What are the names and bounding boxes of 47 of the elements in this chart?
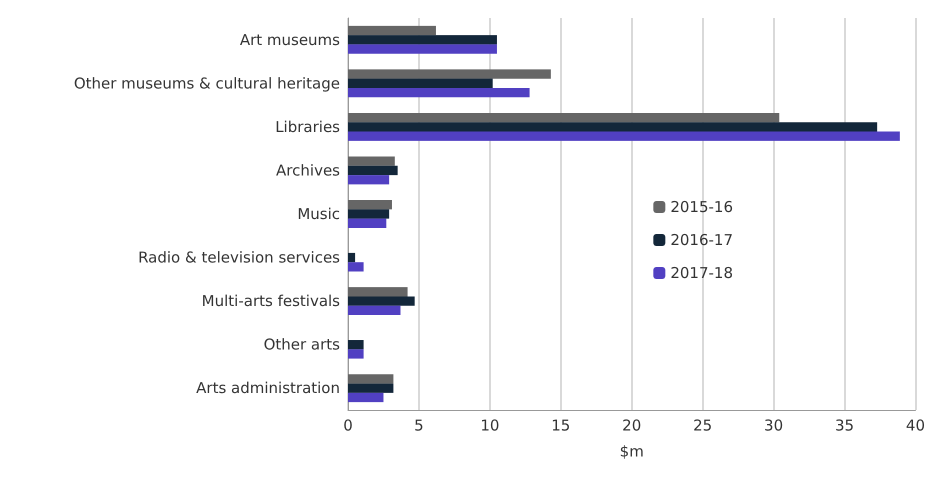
bar (348, 262, 364, 272)
bar (348, 374, 394, 384)
bar (348, 252, 356, 262)
legend-label: 2015-16 (670, 198, 734, 216)
bar (348, 175, 390, 184)
y-tick-label: Other arts (264, 336, 340, 354)
x-tick-label: 10 (480, 416, 500, 434)
x-axis-title: $m (620, 442, 644, 460)
bar (348, 296, 415, 306)
bar (348, 122, 878, 132)
bar (348, 112, 780, 122)
bar (348, 26, 436, 36)
y-tick-label: Arts administration (196, 379, 340, 398)
x-tick-label: 15 (551, 416, 570, 434)
y-tick-label: Music (297, 205, 340, 223)
bar (348, 349, 364, 359)
y-tick-label: Radio & television services (138, 248, 340, 267)
bar (348, 166, 398, 176)
y-tick-label: Archives (276, 161, 340, 180)
x-tick-label: 25 (693, 416, 712, 434)
x-tick-label: 30 (764, 416, 784, 434)
bar (348, 132, 900, 141)
legend-label: 2017-18 (670, 264, 734, 282)
bar (348, 35, 497, 44)
bar (348, 200, 392, 210)
x-tick-label: 20 (622, 416, 642, 434)
y-tick-label: Libraries (275, 118, 340, 136)
x-tick-label: 5 (414, 416, 424, 434)
bar (348, 384, 394, 393)
bar (348, 209, 390, 219)
bar (348, 340, 364, 350)
y-tick-label: Art museums (240, 30, 340, 49)
bar (348, 44, 497, 54)
x-tick-label: 40 (906, 416, 926, 434)
y-tick-label: Other museums & cultural heritage (74, 74, 340, 92)
bar (348, 287, 408, 296)
legend-label: 2016-17 (670, 231, 734, 249)
y-tick-label: Multi-arts festivals (202, 292, 340, 310)
bar (348, 218, 386, 228)
bar (348, 306, 400, 316)
bar (348, 88, 530, 98)
bar (348, 78, 493, 88)
bar (348, 69, 551, 79)
x-tick-label: 35 (834, 416, 854, 434)
bar (348, 392, 384, 402)
x-tick-label: 0 (343, 416, 353, 434)
bar (348, 156, 395, 166)
